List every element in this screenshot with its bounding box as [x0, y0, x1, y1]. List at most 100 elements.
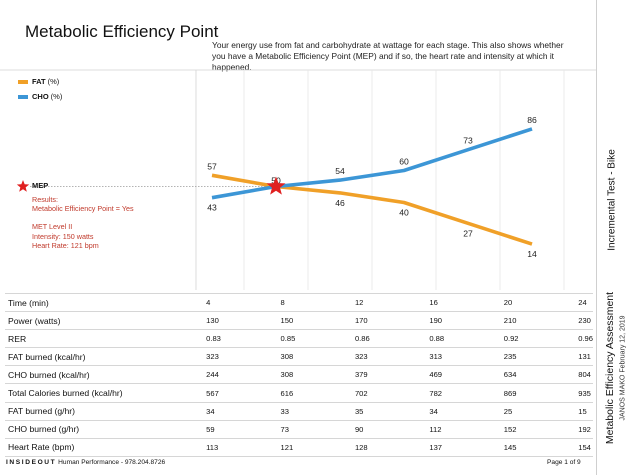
table-row: CHO burned (kcal/hr) 244 308 379 469 634 804 [5, 365, 593, 384]
row-label: FAT burned (kcal/hr) [5, 347, 196, 366]
page-description: Your energy use from fat and carbohydrat… [212, 40, 564, 72]
row-label: FAT burned (g/hr) [5, 401, 196, 421]
data-label: 14 [527, 249, 537, 259]
data-label: 40 [399, 208, 409, 218]
table-cell: 323 [343, 347, 419, 366]
page-number: Page 1 of 9 [547, 459, 581, 466]
table-cell: 152 [492, 419, 568, 439]
table-cell: 935 [567, 383, 593, 403]
table-cell: 128 [343, 437, 419, 457]
table-cell: 192 [567, 419, 593, 439]
subject-name: JANOS MAKO [619, 374, 627, 421]
table-cell: 0.92 [492, 329, 568, 348]
brand-logo: INSIDEOUT [6, 459, 57, 466]
legend-fat-name: FAT [32, 77, 46, 86]
row-label: Total Calories burned (kcal/hr) [5, 383, 196, 403]
table-row: Heart Rate (bpm) 113 121 128 137 145 154 [5, 437, 593, 457]
table-cell: 113 [195, 437, 270, 457]
table-cell: 33 [269, 401, 344, 421]
row-label: Power (watts) [5, 311, 196, 330]
table-cell: 313 [418, 347, 493, 366]
table-row: FAT burned (kcal/hr) 323 308 323 313 235 131 [5, 347, 593, 366]
table-cell: 90 [343, 419, 419, 439]
table-cell: 323 [195, 347, 270, 366]
legend-cho-name: CHO [32, 92, 49, 101]
footer: INSIDEOUT Human Performance - 978.204.87… [6, 459, 165, 466]
table-cell: 137 [418, 437, 493, 457]
side-divider [596, 0, 597, 475]
data-label: 57 [207, 161, 217, 171]
mep-results-value: Metabolic Efficiency Point = Yes [32, 204, 134, 214]
table-row: Total Calories burned (kcal/hr) 567 616 702… [5, 383, 593, 403]
table-cell: 15 [567, 401, 593, 421]
table-cell: 230 [567, 311, 593, 330]
table-cell: 804 [567, 365, 593, 384]
data-label: 73 [463, 136, 473, 146]
table-cell: 379 [343, 365, 419, 384]
table-cell: 308 [269, 347, 344, 366]
table-cell: 634 [492, 365, 568, 384]
mep-intensity: Intensity: 150 watts [32, 231, 94, 241]
fat-series-line [211, 173, 533, 246]
table-cell: 0.85 [269, 329, 344, 348]
table-cell: 25 [492, 401, 568, 421]
table-row: Time (min) 4 8 12 16 20 24 [5, 292, 593, 312]
table-row: Power (watts) 130 150 170 190 210 230 [5, 311, 593, 330]
test-type-label: Incremental Test - Bike [606, 149, 618, 251]
table-cell: 8 [269, 292, 344, 312]
row-label: CHO burned (g/hr) [5, 419, 196, 439]
data-label: 86 [527, 115, 537, 125]
table-cell: 24 [567, 292, 593, 312]
mep-met-level: MET Level II [32, 222, 73, 232]
legend-cho-swatch [18, 94, 28, 99]
table-cell: 782 [418, 383, 493, 403]
mep-details: Results: Metabolic Efficiency Point = Ye… [32, 195, 134, 250]
table-cell: 12 [343, 292, 419, 312]
table-cell: 20 [492, 292, 568, 312]
table-cell: 0.83 [195, 329, 270, 348]
row-label: RER [5, 329, 196, 348]
row-label: Heart Rate (bpm) [5, 437, 196, 457]
legend-cho: CHO (%) [18, 92, 62, 101]
table-cell: 702 [343, 383, 419, 403]
data-label: 27 [463, 228, 473, 238]
table-cell: 0.88 [418, 329, 493, 348]
table-cell: 112 [418, 419, 493, 439]
row-label: Time (min) [5, 292, 196, 312]
table-cell: 567 [195, 383, 270, 403]
legend-cho-unit: (%) [50, 92, 63, 101]
table-cell: 150 [269, 311, 344, 330]
data-label: 43 [207, 203, 217, 213]
page-title: Metabolic Efficiency Point [25, 22, 219, 41]
table-cell: 469 [418, 365, 493, 384]
table-cell: 0.96 [567, 329, 593, 348]
table-cell: 121 [269, 437, 344, 457]
table-row: RER 0.83 0.85 0.86 0.88 0.92 0.96 [5, 329, 593, 348]
table-cell: 59 [195, 419, 270, 439]
table-cell: 0.86 [343, 329, 419, 348]
table-cell: 190 [418, 311, 493, 330]
table-cell: 235 [492, 347, 568, 366]
table-cell: 131 [567, 347, 593, 366]
mep-results-label: Results: [32, 195, 58, 204]
data-label: 54 [335, 166, 345, 176]
row-label: CHO burned (kcal/hr) [5, 365, 196, 384]
mep-star-marker [266, 176, 286, 195]
table-cell: 130 [195, 311, 270, 330]
subject-info: JANOS MAKO February 12, 2019 [620, 315, 627, 420]
table-cell: 154 [567, 437, 593, 457]
footer-contact: Human Performance - 978.204.8726 [58, 459, 166, 466]
table-row: CHO burned (g/hr) 59 73 90 112 152 192 [5, 419, 593, 439]
table-cell: 869 [492, 383, 568, 403]
table-cell: 170 [343, 311, 419, 330]
report-title: Metabolic Efficiency Assessment [604, 291, 616, 445]
table-cell: 308 [269, 365, 344, 384]
table-cell: 210 [492, 311, 568, 330]
table-cell: 34 [418, 401, 493, 421]
table-cell: 16 [418, 292, 493, 312]
table-row: FAT burned (g/hr) 34 33 35 34 25 15 [5, 401, 593, 421]
table-cell: 34 [195, 401, 270, 421]
legend-fat: FAT (%) [18, 77, 59, 86]
table-cell: 244 [195, 365, 270, 384]
